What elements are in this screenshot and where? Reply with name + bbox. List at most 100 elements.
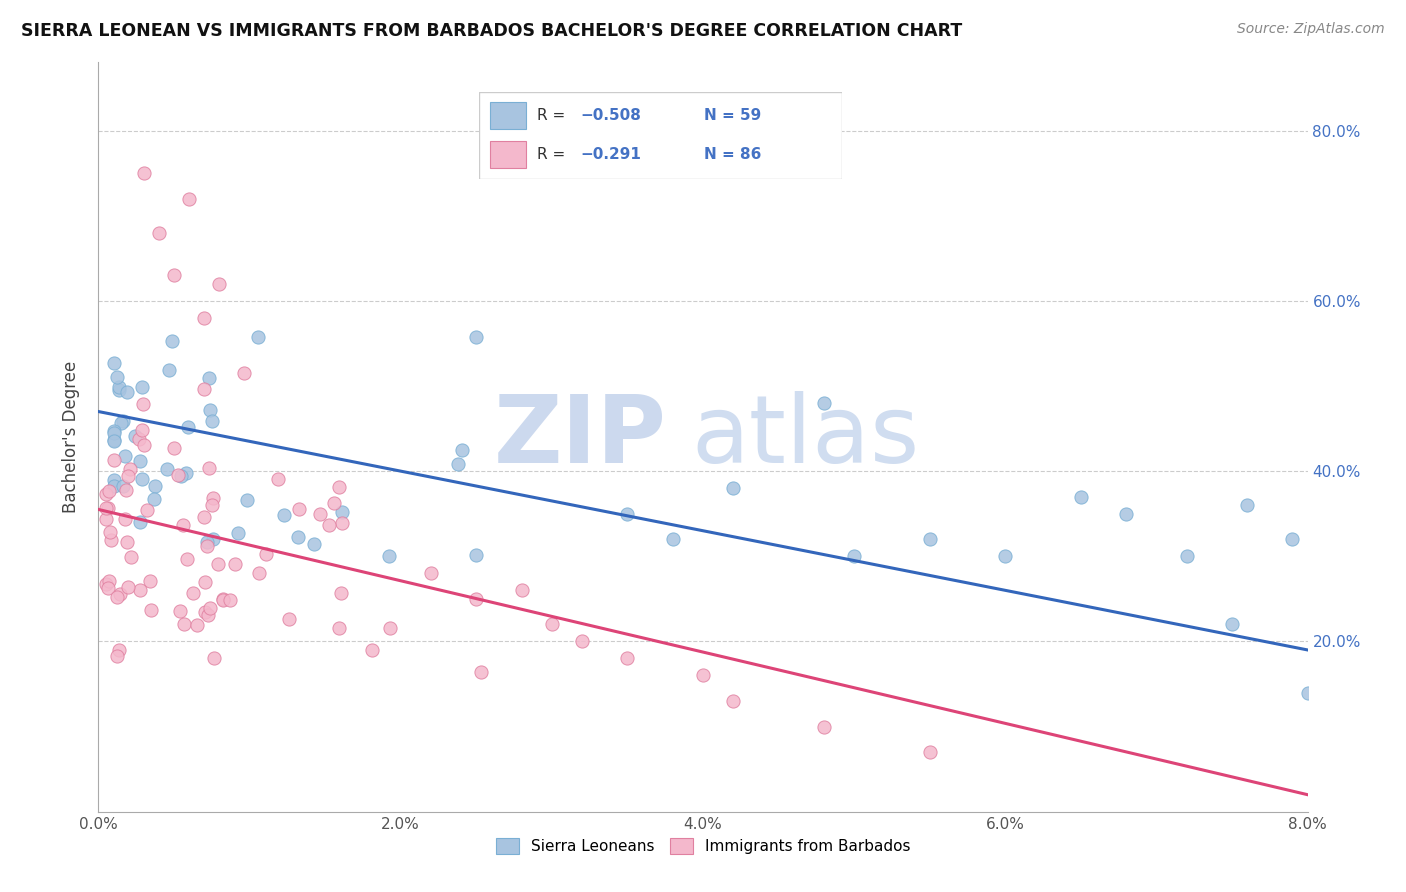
Point bbox=[114, 483, 136, 497]
Point bbox=[201, 532, 224, 546]
Point bbox=[131, 472, 153, 486]
Point bbox=[163, 442, 186, 456]
Point bbox=[723, 481, 745, 495]
Point bbox=[97, 581, 120, 595]
Point bbox=[571, 634, 593, 648]
Point bbox=[328, 621, 350, 635]
Point bbox=[377, 549, 399, 564]
Point bbox=[723, 694, 745, 708]
Point bbox=[207, 557, 229, 571]
Point bbox=[94, 512, 117, 526]
Point bbox=[139, 574, 162, 588]
Point bbox=[287, 531, 309, 545]
Point bbox=[200, 414, 222, 428]
Point bbox=[447, 458, 470, 472]
Point bbox=[94, 500, 117, 515]
Point bbox=[1281, 533, 1303, 547]
Point bbox=[287, 501, 309, 516]
Point bbox=[380, 621, 402, 635]
Point bbox=[323, 496, 346, 510]
Point bbox=[193, 575, 215, 590]
Point bbox=[97, 501, 120, 516]
Point bbox=[304, 537, 326, 551]
Point bbox=[103, 433, 125, 447]
Point bbox=[236, 493, 259, 508]
Point bbox=[273, 508, 295, 522]
Point bbox=[692, 668, 714, 682]
Point bbox=[510, 583, 533, 598]
Point bbox=[94, 577, 117, 591]
Point bbox=[128, 432, 150, 446]
Point bbox=[131, 397, 153, 411]
Point bbox=[193, 510, 215, 524]
Point bbox=[105, 590, 128, 604]
Point bbox=[1296, 685, 1319, 699]
Point bbox=[197, 608, 219, 623]
Point bbox=[115, 534, 138, 549]
Point bbox=[470, 665, 492, 679]
Point bbox=[181, 586, 204, 600]
Point bbox=[328, 480, 350, 494]
Point bbox=[661, 533, 683, 547]
Point bbox=[169, 604, 191, 618]
Point bbox=[129, 582, 152, 597]
Point bbox=[114, 512, 136, 526]
Point bbox=[219, 593, 242, 607]
Point bbox=[246, 329, 269, 343]
Point bbox=[132, 166, 155, 180]
Point bbox=[170, 469, 193, 483]
Point bbox=[208, 277, 231, 291]
Y-axis label: Bachelor's Degree: Bachelor's Degree bbox=[62, 361, 80, 513]
Point bbox=[361, 643, 384, 657]
Point bbox=[232, 366, 254, 380]
Point bbox=[97, 484, 120, 499]
Point bbox=[103, 424, 125, 438]
Point bbox=[616, 507, 638, 521]
Point bbox=[103, 425, 125, 440]
Point bbox=[451, 443, 474, 458]
Point bbox=[124, 429, 146, 443]
Point bbox=[160, 334, 183, 349]
Point bbox=[163, 268, 186, 283]
Point bbox=[117, 384, 139, 399]
Point bbox=[254, 547, 277, 561]
Point bbox=[129, 453, 152, 467]
Point bbox=[540, 617, 562, 632]
Point bbox=[247, 566, 270, 580]
Point bbox=[226, 526, 249, 541]
Point bbox=[844, 549, 866, 564]
Point bbox=[100, 533, 122, 548]
Point bbox=[195, 535, 218, 549]
Point bbox=[1115, 507, 1137, 521]
Point bbox=[194, 605, 217, 619]
Point bbox=[278, 612, 301, 626]
Point bbox=[174, 467, 197, 481]
Point bbox=[108, 380, 131, 394]
Point bbox=[117, 469, 139, 483]
Text: ZIP: ZIP bbox=[494, 391, 666, 483]
Point bbox=[465, 548, 488, 562]
Legend: Sierra Leoneans, Immigrants from Barbados: Sierra Leoneans, Immigrants from Barbado… bbox=[489, 832, 917, 860]
Point bbox=[117, 580, 139, 594]
Point bbox=[94, 487, 117, 501]
Point bbox=[193, 310, 215, 325]
Point bbox=[142, 492, 165, 507]
Point bbox=[173, 616, 195, 631]
Point bbox=[108, 383, 131, 397]
Point bbox=[103, 356, 125, 370]
Point bbox=[267, 472, 290, 486]
Point bbox=[98, 524, 121, 539]
Point bbox=[143, 479, 166, 493]
Point bbox=[309, 507, 332, 521]
Point bbox=[111, 414, 134, 428]
Point bbox=[198, 600, 221, 615]
Point bbox=[186, 617, 208, 632]
Point bbox=[330, 505, 353, 519]
Point bbox=[132, 438, 155, 452]
Point bbox=[1220, 617, 1243, 632]
Point bbox=[332, 516, 354, 531]
Point bbox=[176, 552, 198, 566]
Point bbox=[201, 499, 224, 513]
Point bbox=[110, 416, 132, 430]
Point bbox=[110, 586, 132, 600]
